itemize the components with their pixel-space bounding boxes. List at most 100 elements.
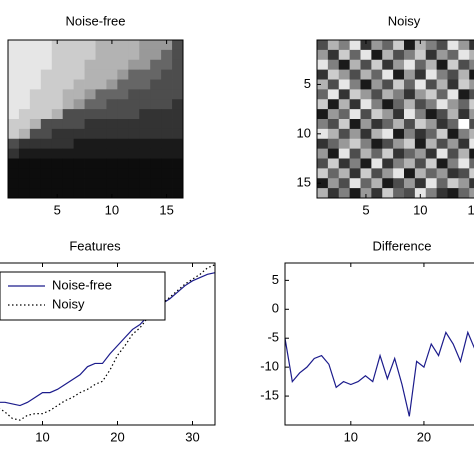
heatmap-cell xyxy=(18,89,31,100)
heatmap-cell xyxy=(447,128,459,140)
heatmap-cell xyxy=(128,148,140,159)
heatmap-cell xyxy=(29,99,42,110)
heatmap-cell xyxy=(150,69,162,80)
heatmap-cell xyxy=(425,99,438,110)
heatmap-cell xyxy=(62,168,75,179)
heatmap-cell xyxy=(458,109,470,120)
y-tick-label: -15 xyxy=(260,388,279,403)
heatmap-cell xyxy=(128,59,140,71)
heatmap-cell xyxy=(317,168,329,179)
heatmap-cell xyxy=(106,158,118,169)
heatmap-cell xyxy=(349,148,361,159)
heatmap-cell xyxy=(73,89,85,100)
heatmap-cell xyxy=(161,119,173,130)
heatmap-cell xyxy=(371,128,383,140)
heatmap-cell xyxy=(172,158,184,169)
heatmap-cell xyxy=(172,148,184,159)
heatmap-cell xyxy=(40,119,53,130)
heatmap-cell xyxy=(404,99,416,110)
heatmap-cell xyxy=(117,89,129,100)
heatmap-cell xyxy=(40,89,53,100)
heatmap-cell xyxy=(447,99,459,110)
heatmap-cell xyxy=(106,148,118,159)
heatmap-cell xyxy=(404,128,416,140)
heatmap-cell xyxy=(425,128,438,140)
heatmap-cell xyxy=(161,168,173,179)
heatmap-cell xyxy=(29,59,42,71)
heatmap-cell xyxy=(327,49,340,61)
heatmap-cell xyxy=(458,138,470,150)
heatmap-cell xyxy=(458,59,470,71)
heatmap-cell xyxy=(40,109,53,120)
heatmap-cell xyxy=(40,69,53,80)
heatmap-cell xyxy=(393,89,405,100)
heatmap-cell xyxy=(29,148,42,159)
heatmap-cell xyxy=(371,49,383,61)
axes-frame xyxy=(7,39,184,199)
heatmap-cell xyxy=(414,69,427,80)
heatmap-cell xyxy=(172,89,184,100)
heatmap-cell xyxy=(338,138,351,150)
heatmap-cell xyxy=(150,138,162,150)
heatmap-cell xyxy=(404,89,416,100)
heatmap-cell xyxy=(458,89,470,100)
heatmap-cell xyxy=(139,40,151,51)
heatmap-cell xyxy=(447,59,459,71)
x-tick-label: 5 xyxy=(362,202,369,217)
heatmap-cell xyxy=(425,79,438,90)
heatmap-cell xyxy=(317,59,329,71)
y-tick-label: 10 xyxy=(297,125,311,140)
heatmap-cell xyxy=(436,109,448,120)
y-tick-label: -10 xyxy=(260,359,279,374)
heatmap-cell xyxy=(73,99,85,110)
x-tick-label: 10 xyxy=(344,429,358,444)
line-series xyxy=(0,264,216,421)
heatmap-cell xyxy=(40,138,53,150)
heatmap-cell xyxy=(18,79,31,90)
heatmap-cell xyxy=(106,109,118,120)
heatmap-cell xyxy=(150,158,162,169)
heatmap-cell xyxy=(139,49,151,61)
heatmap-cell xyxy=(327,138,340,150)
line-series xyxy=(0,272,216,407)
heatmap-cell xyxy=(150,79,162,90)
heatmap-cell xyxy=(371,148,383,159)
heatmap-cell xyxy=(29,138,42,150)
heatmap-cell xyxy=(447,168,459,179)
subplot: Noise-free 5 10 15 xyxy=(7,13,184,217)
heatmap-cell xyxy=(382,128,394,140)
heatmap-cell xyxy=(62,158,75,169)
heatmap-cell xyxy=(139,158,151,169)
heatmap-cell xyxy=(51,40,64,51)
heatmap-cell xyxy=(29,109,42,120)
heatmap-cell xyxy=(172,79,184,90)
heatmap-cell xyxy=(469,168,474,179)
legend-box xyxy=(0,271,166,321)
heatmap-cell xyxy=(414,99,427,110)
heatmap-cell xyxy=(425,119,438,130)
heatmap-cell xyxy=(338,59,351,71)
heatmap-cell xyxy=(382,40,394,51)
heatmap-cell xyxy=(371,119,383,130)
heatmap-cell xyxy=(425,40,438,51)
heatmap-cell xyxy=(29,158,42,169)
heatmap-cell xyxy=(317,188,329,199)
heatmap-cell xyxy=(317,89,329,100)
heatmap-cell xyxy=(327,79,340,90)
heatmap-cell xyxy=(414,49,427,61)
heatmap-cell xyxy=(117,178,129,189)
subplot: Difference 10 20 5 0 -5 -10 -15 xyxy=(260,238,474,444)
heatmap-cell xyxy=(18,168,31,179)
heatmap-cell xyxy=(327,119,340,130)
heatmap-cell xyxy=(128,178,140,189)
heatmap-cell xyxy=(51,49,64,61)
heatmap-cell xyxy=(349,49,361,61)
heatmap-cell xyxy=(436,69,448,80)
heatmap-cell xyxy=(447,89,459,100)
heatmap-cell xyxy=(40,40,53,51)
heatmap-cell xyxy=(469,138,474,150)
heatmap-cell xyxy=(51,158,64,169)
heatmap-cell xyxy=(29,168,42,179)
heatmap-cell xyxy=(338,158,351,169)
heatmap-cell xyxy=(393,99,405,110)
